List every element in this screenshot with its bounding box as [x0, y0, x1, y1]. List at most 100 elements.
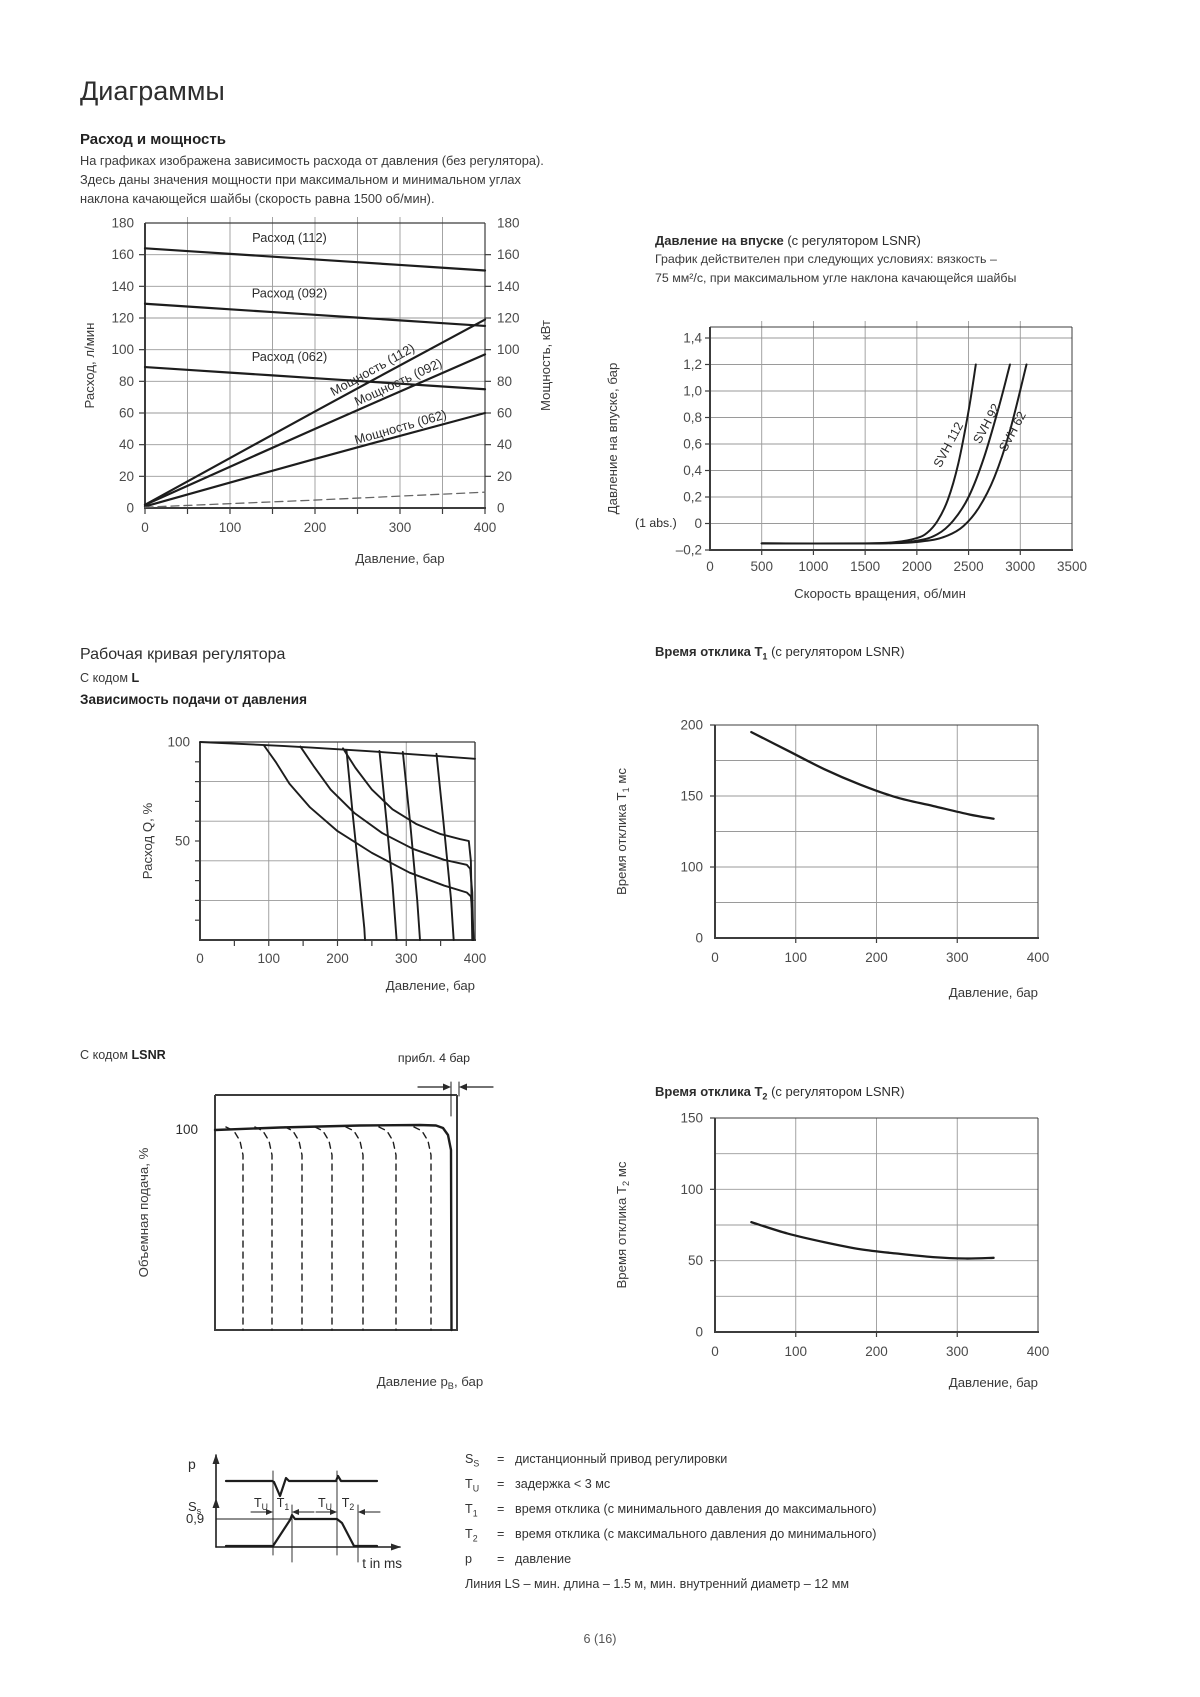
inlet-title-bold: Давление на впуске — [655, 233, 784, 248]
x-tick-label: 400 — [464, 951, 487, 966]
chart-series — [225, 1126, 244, 1331]
t1-title-bold: Время отклика T — [655, 644, 763, 659]
t2-title-sub: 2 — [762, 1091, 768, 1102]
chart-series — [314, 1126, 333, 1331]
curve-label: Ss — [188, 1499, 202, 1516]
code-prefix: С кодом — [80, 1048, 132, 1062]
y-tick-label: 120 — [497, 311, 520, 326]
curve-label: T2 — [342, 1496, 355, 1512]
chart-series — [284, 1126, 303, 1331]
page-title: Диаграммы — [80, 76, 225, 106]
y-tick-label: 40 — [119, 437, 134, 452]
y-tick-label: 100 — [680, 860, 703, 875]
legend-ls-line: Линия LS – мин. длина – 1.5 м, мин. внут… — [465, 1577, 850, 1591]
chart-series — [199, 741, 476, 760]
timing-legend: SS = дистанционный привод регулировки TU… — [465, 1452, 1025, 1602]
chart-series — [760, 363, 1028, 545]
y-tick-label: 0,2 — [683, 489, 702, 504]
legend-row: TU = задержка < 3 мс — [465, 1477, 1025, 1502]
legend-eq: = — [497, 1452, 505, 1466]
x-tick-label: 200 — [326, 951, 349, 966]
y-tick-label: 100 — [497, 342, 520, 357]
x-tick-label: 400 — [474, 520, 497, 535]
legend-term: T — [465, 1477, 473, 1491]
x-tick-label: 1000 — [798, 559, 828, 574]
y-tick-label: 1,4 — [683, 330, 702, 345]
chart-series — [254, 1126, 273, 1331]
y-tick-label: 40 — [497, 437, 512, 452]
curve-label: TU — [318, 1496, 332, 1512]
legend-eq: = — [497, 1502, 505, 1516]
legend-row: p = давление — [465, 1552, 1025, 1577]
x-tick-label: 300 — [389, 520, 412, 535]
intro-line: наклона качающейся шайбы (скорость равна… — [80, 191, 435, 206]
x-axis-title: Давление pB, бар — [377, 1374, 483, 1391]
chart-series — [378, 749, 398, 941]
inlet-pressure-chart: 0 500 1000 1500 2000 2500 3000 3500 1,4 1,2 1,0 0,8… — [595, 300, 1095, 615]
y-tick-label: 20 — [119, 469, 134, 484]
y-axis-title: Объемная подача, % — [136, 1147, 151, 1277]
legend-term: T — [465, 1527, 473, 1541]
arrowhead — [212, 1454, 220, 1464]
y-axis-title: Время отклика T2 мс — [614, 1161, 631, 1288]
chart-series — [143, 247, 487, 272]
inlet-condition-line: График действителен при следующих услови… — [655, 252, 997, 266]
legend-eq: = — [497, 1477, 505, 1491]
curve-label: 0,9 — [186, 1511, 204, 1526]
y-tick-label: 80 — [497, 374, 512, 389]
chart-series — [143, 302, 487, 328]
y-tick-label: 140 — [111, 279, 134, 294]
chart-series — [143, 411, 487, 508]
y-tick-label: 120 — [111, 311, 134, 326]
legend-term-sub: S — [473, 1458, 480, 1469]
curve-label: T1 — [277, 1496, 290, 1512]
curve-label: Расход (112) — [252, 230, 327, 245]
response-t2-chart: 0 100 200 300 400 150 100 50 0 Давление, бар Время… — [595, 1075, 1085, 1415]
x-axis-title: Давление, бар — [949, 985, 1038, 1000]
y-tick-label: 20 — [497, 469, 512, 484]
y-tick-label: 0,6 — [683, 436, 702, 451]
response-t1-chart: 0 100 200 300 400 200 150 100 0 Давление, бар Врем… — [595, 640, 1085, 1017]
x-tick-label: 2500 — [954, 559, 984, 574]
y-tick-label: 0 — [694, 516, 702, 531]
lsnr-chart: 100 Давление pB, бар Объемная подача, % — [130, 1040, 560, 1405]
curve-label: SVH 112 — [931, 420, 966, 470]
response_t1-svg: 0 100 200 300 400 200 150 100 0 Давление, бар Врем… — [614, 718, 1049, 1001]
y-tick-label: 80 — [119, 374, 134, 389]
arrowhead — [330, 1509, 337, 1515]
y-tick-label: 50 — [175, 834, 190, 849]
y-tick-label: 0 — [126, 501, 134, 516]
x-tick-label: 100 — [219, 520, 242, 535]
intro-line: Здесь даны значения мощности при максима… — [80, 172, 521, 187]
x-tick-label: 0 — [706, 559, 714, 574]
legend-desc: давление — [515, 1552, 572, 1566]
chart-series — [224, 1474, 379, 1498]
x-tick-label: 3500 — [1057, 559, 1087, 574]
x-tick-label: 300 — [946, 950, 969, 965]
y-tick-label: 60 — [119, 406, 134, 421]
y-tick-label: 180 — [111, 216, 134, 231]
t1-title-sub: 1 — [762, 651, 768, 662]
y-tick-label: 160 — [111, 247, 134, 262]
x-tick-label: 100 — [784, 950, 807, 965]
x-tick-label: 200 — [865, 1344, 888, 1359]
curve-label: TU — [254, 1496, 268, 1512]
t1-title-normal: (с регулятором LSNR) — [767, 644, 905, 659]
x-tick-label: 200 — [304, 520, 327, 535]
arrowhead — [391, 1543, 401, 1551]
inlet-pressure-header: Давление на впуске (с регулятором LSNR) … — [655, 231, 1095, 288]
x-tick-label: 2000 — [902, 559, 932, 574]
y-tick-label: 0 — [695, 931, 703, 946]
legend-row: T2 = время отклика (с максимального давл… — [465, 1527, 1025, 1552]
legend-desc: время отклика (с максимального давления … — [515, 1527, 877, 1541]
legend-desc: дистанционный привод регулировки — [515, 1452, 728, 1466]
t2-chart-title: Время отклика T2 (с регулятором LSNR) — [655, 1084, 905, 1102]
chart-series — [299, 745, 475, 941]
t2-title-normal: (с регулятором LSNR) — [767, 1084, 905, 1099]
timing-diagram: p Ss 0,9 TU T1 TU T2 t in ms — [140, 1415, 480, 1595]
code-lsnr-line: С кодом LSNR — [80, 1048, 166, 1062]
regulator-l-chart: 0 100 200 300 400 100 50 Давление, бар Расход Q,… — [130, 705, 560, 1010]
y-tick-label: 200 — [680, 718, 703, 733]
curve-label: t in ms — [362, 1556, 402, 1571]
y-tick-label: 150 — [680, 789, 703, 804]
